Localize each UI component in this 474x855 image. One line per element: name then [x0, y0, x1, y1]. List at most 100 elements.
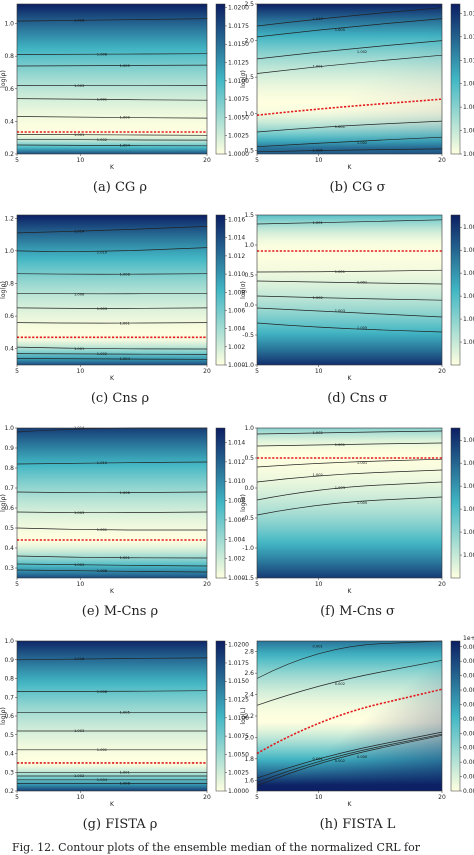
colorbar-label-h-6: 0.0030: [463, 701, 474, 708]
contour-label-h-1: 0.002: [335, 682, 345, 686]
colorbar-label-c-7: 1.014: [228, 235, 245, 242]
contour-label-g-8: 1.008: [120, 782, 131, 786]
contour-line-a-6: [16, 134, 208, 136]
colorbar-label-b-3: 1.0075: [463, 81, 474, 88]
y-tick-label-f-4: 0.5: [244, 455, 254, 462]
colorbar-label-f-4: 1.0075: [463, 460, 474, 467]
contour-line-a-0: [16, 18, 208, 22]
colorbar-a: [215, 3, 226, 155]
y-tick-label-f-3: 0.0: [244, 485, 254, 492]
contour-label-a-7: 1.002: [97, 138, 107, 142]
y-tick-label-f-5: 1.0: [244, 425, 254, 432]
optimal-line-h: [256, 688, 443, 755]
contour-line-h-3: [256, 733, 443, 783]
x-tick-label-e-0: 5: [15, 581, 19, 588]
contour-line-c-5: [16, 322, 208, 324]
panel-caption-e: (e) M-Cns ρ: [82, 604, 158, 619]
y-tick-label-e-2: 0.5: [4, 525, 14, 532]
contour-line-f-0: [256, 430, 443, 435]
contour-label-g-7: 1.004: [97, 778, 108, 782]
x-tick-label-d-0: 5: [255, 368, 259, 375]
colorbar-label-g-5: 1.0125: [228, 697, 249, 704]
y-tick-label-e-0: 0.3: [4, 565, 14, 572]
y-axis-label-d: log(σ): [240, 281, 247, 299]
contour-label-c-4: 1.003: [97, 307, 107, 311]
colorbar-label-g-4: 1.0100: [228, 715, 249, 722]
contour-label-c-1: 1.010: [97, 251, 108, 255]
colorbar-label-b-1: 1.0025: [463, 128, 474, 135]
y-tick-label-b-2: 1.5: [244, 74, 254, 81]
x-tick-label-d-1: 10: [315, 368, 323, 375]
contour-label-f-2: 1.001: [357, 461, 367, 465]
x-tick-label-c-1: 10: [77, 368, 85, 375]
contour-label-b-4: 1.001: [335, 125, 345, 129]
y-tick-label-h-1: 1.8: [244, 756, 254, 763]
colorbar-label-c-8: 1.016: [228, 217, 245, 224]
colorbar-label-g-1: 1.0025: [228, 770, 249, 777]
y-tick-label-c-0: 0.4: [4, 346, 14, 353]
heatmap-field-g: [17, 641, 207, 791]
colorbar-label-h-5: 0.0025: [463, 716, 474, 723]
contour-label-c-8: 1.004: [120, 357, 131, 361]
contour-line-e-2: [16, 491, 208, 494]
contour-label-f-0: 1.002: [313, 431, 323, 435]
colorbar-label-b-0: 1.0000: [463, 151, 474, 158]
y-tick-label-e-5: 0.8: [4, 465, 14, 472]
contour-label-g-3: 1.003: [74, 729, 84, 733]
y-tick-label-g-0: 0.2: [4, 788, 14, 795]
y-tick-label-d-0: -1.0: [242, 362, 254, 369]
colorbar-f: [450, 427, 461, 579]
colorbar-label-h-3: 0.0015: [463, 745, 474, 752]
contour-line-f-2: [256, 458, 443, 468]
contour-label-b-1: 1.005: [335, 28, 345, 32]
colorbar-label-e-4: 1.008: [228, 498, 245, 505]
contour-line-f-5: [256, 496, 443, 516]
y-tick-label-g-5: 0.7: [4, 694, 14, 701]
y-tick-label-c-3: 1.0: [4, 248, 14, 255]
y-tick-label-b-0: 0.5: [244, 147, 254, 154]
contour-label-h-2: 0.000: [357, 755, 368, 759]
y-axis-label-f: log(σ): [240, 494, 247, 512]
y-tick-label-a-4: 1.0: [4, 21, 14, 28]
contour-line-a-1: [16, 53, 208, 55]
contour-label-g-2: 1.005: [120, 711, 130, 715]
y-tick-label-g-1: 0.3: [4, 769, 14, 776]
contour-label-f-4: 1.003: [335, 486, 345, 490]
contour-label-b-0: 1.010: [313, 17, 324, 21]
contour-label-b-3: 1.001: [313, 64, 323, 68]
y-tick-label-g-7: 0.9: [4, 657, 14, 664]
contour-line-b-4: [256, 120, 443, 133]
heatmap-shade-b: [257, 4, 442, 154]
x-tick-label-c-2: 20: [203, 368, 211, 375]
contour-line-c-4: [16, 307, 208, 309]
colorbar-label-e-0: 1.000: [228, 575, 245, 582]
colorbar-label-d-1: 1.0030: [463, 316, 474, 323]
contour-label-e-3: 1.003: [74, 511, 84, 515]
colorbar-label-e-1: 1.002: [228, 556, 245, 563]
panel-a: 1.016 1.008 1.005 1.003 1.001 1.000 1.001 1.002…: [0, 3, 249, 195]
x-axis-label-d: K: [348, 375, 353, 382]
y-tick-label-g-8: 1.0: [4, 638, 14, 645]
y-axis-label-h: log(L): [240, 707, 247, 724]
colorbar-label-d-0: 1.0015: [463, 339, 474, 346]
contour-label-d-5: 1.005: [357, 326, 367, 330]
y-tick-label-a-3: 0.8: [4, 53, 14, 60]
x-tick-label-b-2: 20: [438, 157, 446, 164]
heatmap-field-d: [257, 215, 442, 365]
x-tick-label-g-0: 5: [15, 794, 19, 801]
y-tick-label-d-4: 1.0: [244, 242, 254, 249]
colorbar-label-a-2: 1.0050: [228, 114, 249, 121]
colorbar-label-h-8: 0.0040: [463, 673, 474, 680]
contour-label-g-6: 1.002: [74, 774, 84, 778]
contour-label-e-1: 1.010: [97, 461, 108, 465]
plot-frame-f: [256, 427, 443, 579]
colorbar-label-g-8: 1.0200: [228, 642, 249, 649]
colorbar-g: [215, 640, 226, 792]
colorbar-label-f-5: 1.0090: [463, 437, 474, 444]
contour-line-f-4: [256, 481, 443, 501]
x-tick-label-a-1: 10: [77, 157, 85, 164]
contour-line-c-8: [16, 358, 208, 360]
colorbar-label-g-6: 1.0150: [228, 678, 249, 685]
